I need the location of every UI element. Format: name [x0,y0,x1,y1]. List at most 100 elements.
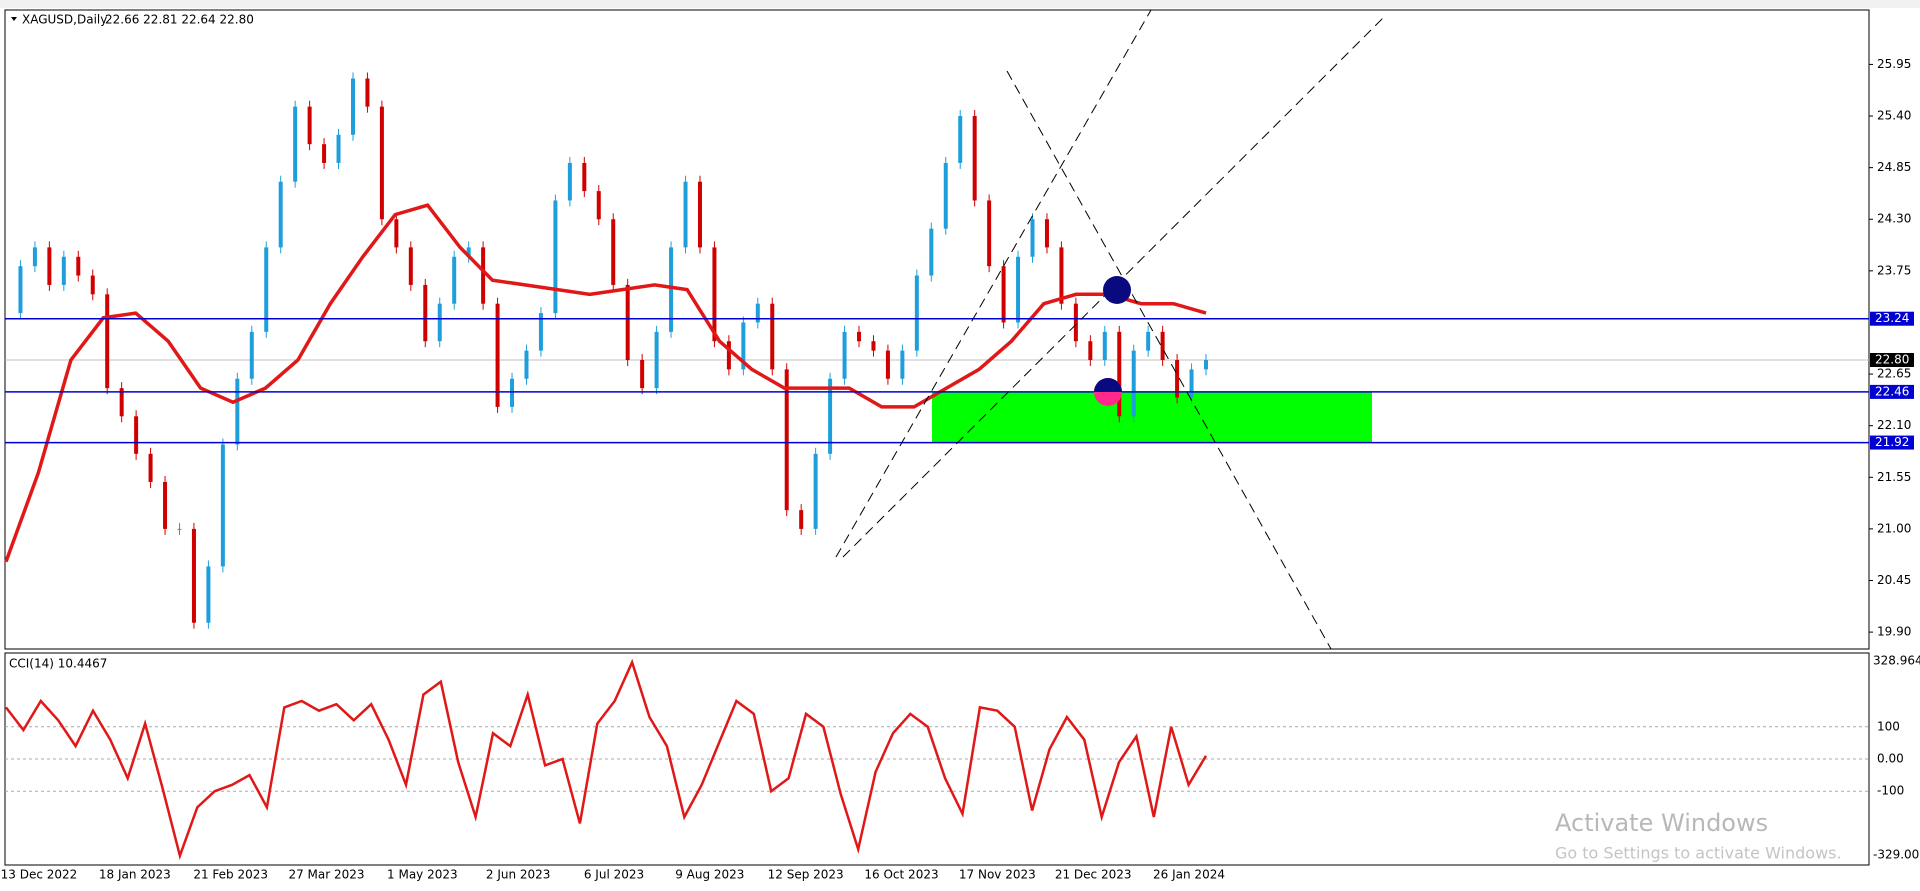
y-tick-label: 21.00 [1877,521,1911,535]
candle [1001,266,1006,323]
level-label: 21.92 [1875,435,1909,449]
candle [437,303,442,342]
watermark: Activate Windows [1555,809,1768,837]
candle [90,275,95,295]
candle [683,181,688,248]
candle [206,566,211,623]
candle [813,453,818,529]
y-tick-label: 20.45 [1877,573,1911,587]
candle [510,378,515,407]
candle [220,444,225,567]
x-tick-label: 6 Jul 2023 [584,868,644,882]
candle [741,322,746,370]
candle [596,191,601,220]
trend-line [1006,70,1332,650]
moving-average [4,203,1207,563]
y-tick-label: 22.65 [1877,367,1911,381]
marker [1094,378,1122,392]
candle [640,359,645,389]
candle [278,181,283,248]
candle [914,275,919,351]
x-tick-label: 27 Mar 2023 [288,868,364,882]
candle [119,388,124,417]
watermark: Go to Settings to activate Windows. [1555,844,1842,863]
cci-tick-label: -100 [1877,784,1904,798]
candle [32,247,37,267]
x-tick-label: 9 Aug 2023 [675,868,744,882]
candle [885,350,890,379]
candle [697,181,702,248]
y-tick-label: 25.40 [1877,109,1911,123]
candle [770,303,775,370]
candle [842,331,847,379]
candle [379,106,384,220]
candle [466,247,471,257]
candle [1175,359,1180,398]
candle [669,247,674,332]
candle [1102,331,1107,360]
y-tick-label: 22.10 [1877,418,1911,432]
x-tick-label: 21 Dec 2023 [1055,868,1132,882]
level-label: 23.24 [1875,311,1909,325]
trend-line [835,9,1152,558]
cci-min-label: -329.006 [1873,848,1920,862]
zone [932,391,1372,443]
candle [1189,369,1194,398]
candle [1160,331,1165,360]
candle [1204,359,1208,370]
candle [1059,247,1064,304]
x-tick-label: 26 Jan 2024 [1153,868,1225,882]
candle [134,416,139,454]
candle [726,341,731,370]
candle [163,481,168,529]
cci-line [5,658,1208,860]
menu-arrow[interactable] [11,17,17,21]
candle [293,106,298,182]
candle [538,313,543,351]
candle [567,162,572,201]
current-price-box [1870,352,1914,367]
y-tick-label: 24.30 [1877,212,1911,226]
candle [452,256,457,304]
candle [871,341,876,351]
candle [900,350,905,379]
x-tick-label: 17 Nov 2023 [959,868,1036,882]
candle [322,144,327,163]
marker [1103,276,1131,304]
main-panel [4,9,1870,650]
candle [1088,341,1093,360]
candle [1073,303,1078,342]
candle [423,284,428,342]
x-tick-label: 12 Sep 2023 [768,868,844,882]
tab-bar [0,0,1920,8]
candle [828,378,833,454]
candle [264,247,269,332]
current-price-label: 22.80 [1875,352,1909,366]
candle [654,331,659,389]
candle [625,284,630,360]
candle [394,219,399,248]
cci-title: CCI(14) 10.4467 [9,657,107,671]
cci-max-label: 328.964 [1873,654,1920,668]
candle [1044,219,1049,248]
level-label-box [1870,311,1914,326]
x-tick-label: 2 Jun 2023 [486,868,551,882]
candle [148,453,153,482]
candle [1146,331,1151,351]
chart-title: XAGUSD,Daily [22,13,107,27]
quote: 22.66 22.81 22.64 22.80 [105,13,254,27]
candle [61,256,66,285]
candle [408,247,413,285]
x-tick-label: 13 Dec 2022 [1,868,78,882]
x-tick-label: 1 May 2023 [387,868,458,882]
candle [943,162,948,229]
candle [582,162,587,192]
candle [958,116,963,163]
candle [799,510,804,529]
candle [350,78,355,135]
level-label: 22.46 [1875,384,1909,398]
y-tick-label: 23.75 [1877,263,1911,277]
x-tick-label: 16 Oct 2023 [864,868,938,882]
candle [76,256,81,276]
